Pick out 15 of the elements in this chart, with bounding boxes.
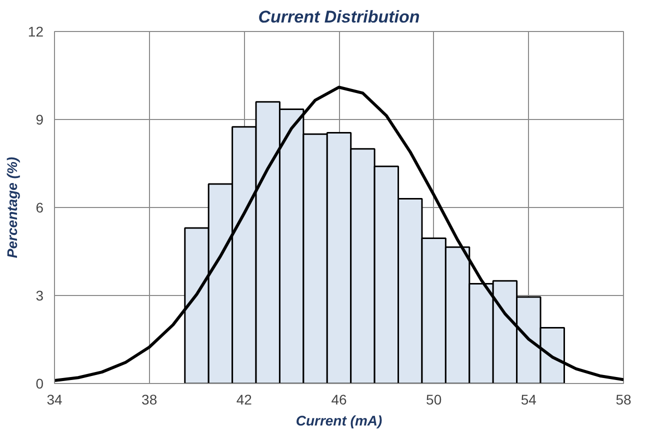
y-tick-label: 0 (36, 376, 44, 392)
y-axis-title: Percentage (%) (4, 156, 20, 258)
x-tick-label: 58 (616, 392, 632, 408)
x-tick-label: 42 (236, 392, 252, 408)
x-tick-label: 54 (520, 392, 537, 408)
y-tick-label: 9 (36, 112, 44, 128)
x-axis-title: Current (mA) (296, 412, 383, 428)
y-tick-label: 6 (36, 200, 44, 216)
chart-title: Current Distribution (258, 8, 420, 26)
x-tick-label: 46 (331, 392, 347, 408)
x-tick-label: 38 (142, 392, 158, 408)
y-tick-label: 12 (28, 24, 44, 40)
y-tick-label: 3 (36, 288, 44, 304)
x-tick-label: 34 (46, 392, 62, 408)
x-tick-label: 50 (426, 392, 442, 408)
